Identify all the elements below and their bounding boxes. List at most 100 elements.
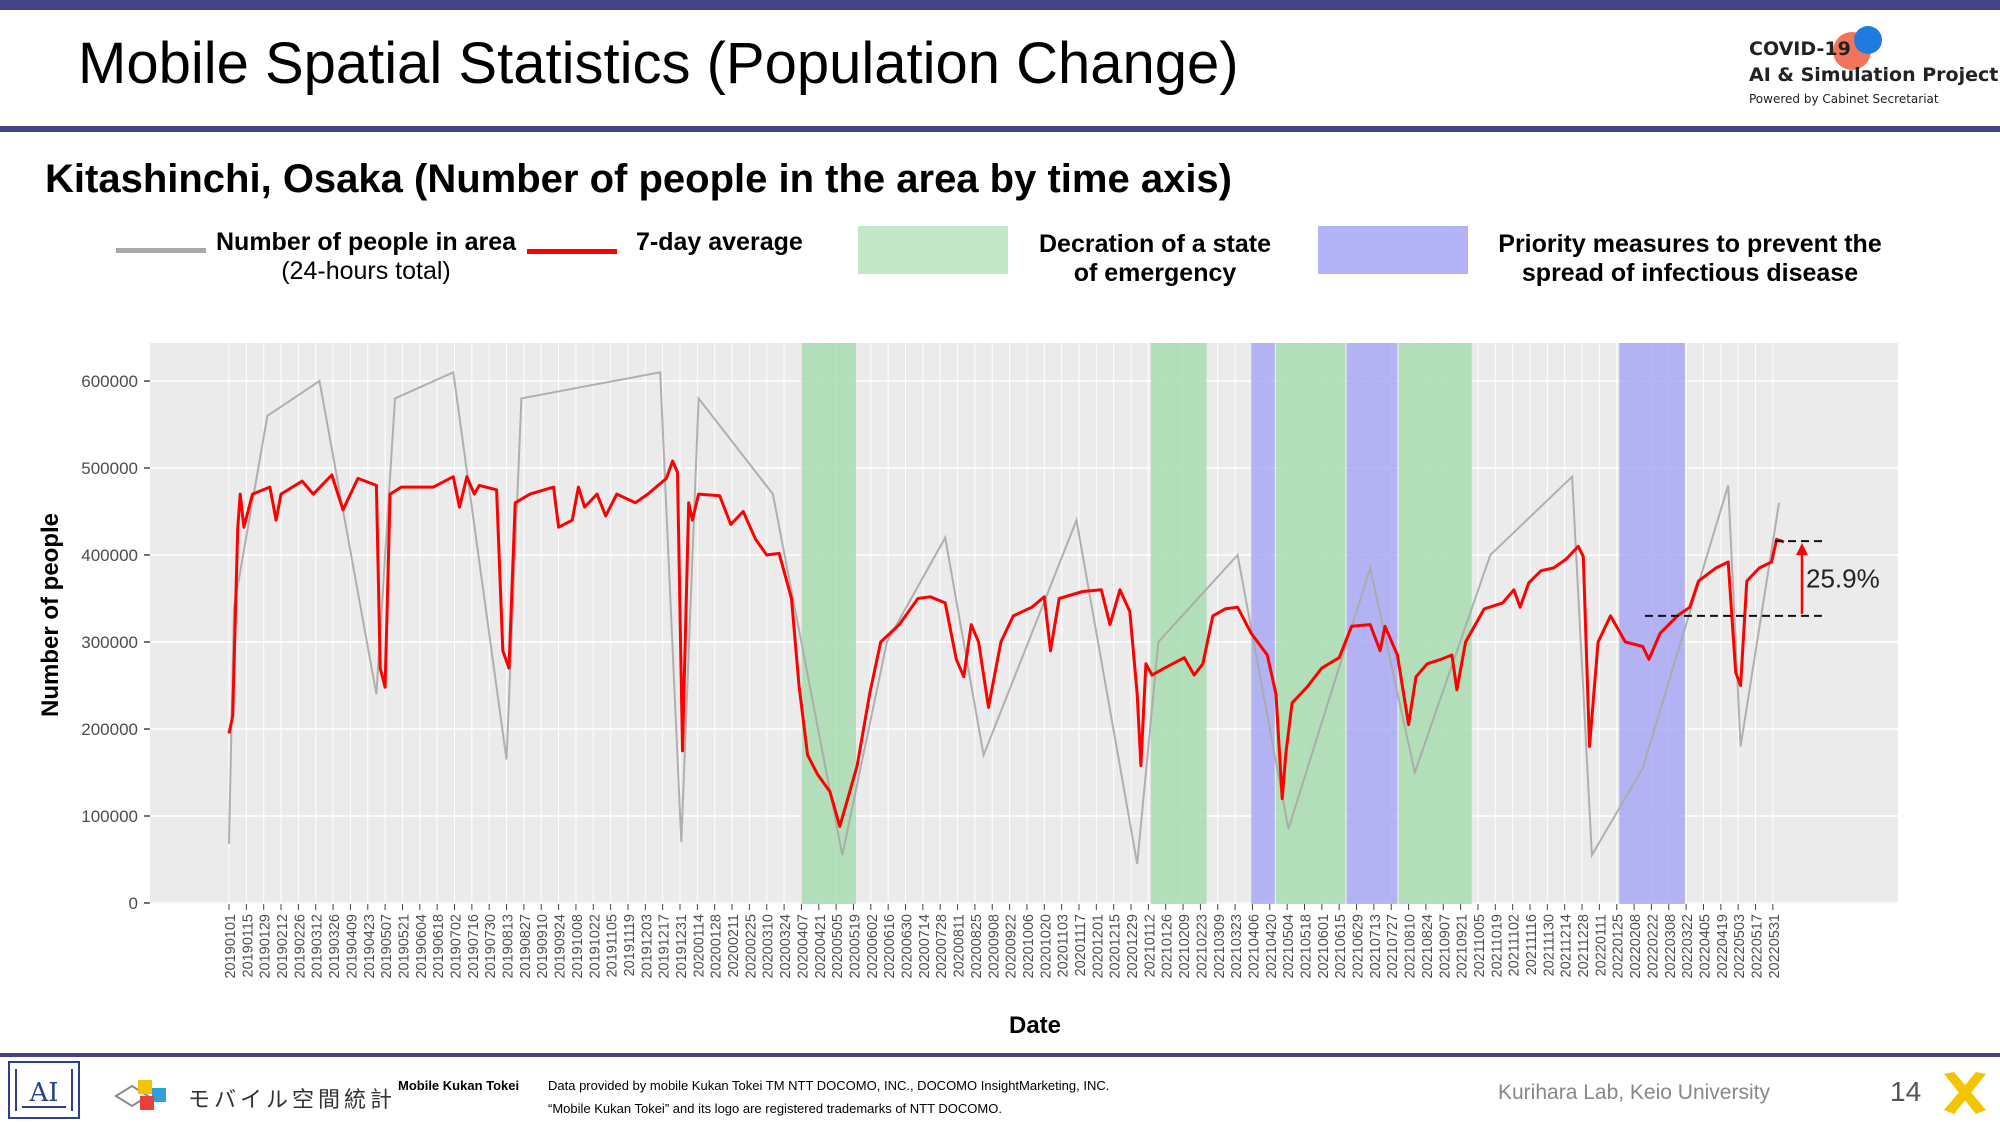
- x-tick-label: 20201201: [1090, 914, 1106, 979]
- legend-emergency-swatch: [858, 226, 1008, 274]
- x-tick-label: 20190212: [275, 914, 291, 979]
- x-tick-label: 20191105: [605, 914, 621, 977]
- legend-priority-line1: Priority measures to prevent the: [1498, 230, 1882, 258]
- legend-daily-subtitle: (24-hours total): [281, 257, 451, 285]
- x-tick-label: 20201229: [1125, 914, 1141, 979]
- annotation-label: 25.9%: [1806, 563, 1880, 593]
- x-tick-label: 20200505: [830, 914, 846, 979]
- legend-daily-title: Number of people in area: [216, 228, 517, 256]
- logo-text-line3: Powered by Cabinet Secretariat: [1749, 92, 1939, 106]
- x-tick-label: 20190604: [414, 914, 430, 979]
- x-tick-label: 20200407: [795, 914, 811, 979]
- emergency-period-band: [1275, 343, 1346, 904]
- x-tick-label: 20201006: [1021, 914, 1037, 979]
- x-tick-label: 20200825: [969, 914, 985, 979]
- x-tick-label: 20210824: [1420, 914, 1436, 979]
- x-tick-label: 20200811: [952, 914, 968, 977]
- x-tick-label: 20220517: [1750, 914, 1766, 979]
- y-tick-label: 400000: [81, 546, 138, 565]
- y-tick-label: 0: [129, 894, 138, 913]
- x-tick-label: 20200922: [1004, 914, 1020, 979]
- x-tick-label: 20191008: [570, 914, 586, 979]
- x-tick-label: 20210309: [1212, 914, 1228, 979]
- x-tick-label: 20191231: [674, 914, 690, 979]
- x-tick-label: 20210406: [1246, 914, 1262, 979]
- x-tick-label: 20200908: [986, 914, 1002, 979]
- x-tick-label: 20190827: [518, 914, 534, 979]
- footer-divider: [0, 1053, 2000, 1057]
- institution-logo-icon: AI: [8, 1061, 80, 1119]
- y-tick-label: 200000: [81, 720, 138, 739]
- x-tick-label: 20210420: [1264, 914, 1280, 979]
- x-tick-label: 20190730: [483, 914, 499, 979]
- x-tick-label: 20200310: [761, 914, 777, 979]
- legend-daily-swatch: [116, 248, 206, 253]
- x-tick-label: 20210223: [1194, 914, 1210, 979]
- population-chart: 0 100000 200000 300000 400000 500000 600000 201…: [37, 343, 1898, 1039]
- x-tick-label: 20211228: [1576, 914, 1592, 977]
- x-tick-label: 20220531: [1767, 914, 1783, 979]
- emergency-period-band: [801, 343, 856, 904]
- x-tick-label: 20210504: [1281, 914, 1297, 979]
- x-tick-label: 20201020: [1038, 914, 1054, 979]
- x-tick-label: 20220222: [1645, 914, 1661, 979]
- x-tick-label: 20191022: [587, 914, 603, 979]
- x-tick-label: 20190226: [292, 914, 308, 979]
- chart-subtitle: Kitashinchi, Osaka (Number of people in …: [45, 157, 1232, 201]
- x-tick-label: 20210601: [1316, 914, 1332, 979]
- y-axis-title: Number of people: [37, 513, 64, 717]
- page-number: 14: [1890, 1076, 1922, 1107]
- x-tick-label: 20190326: [327, 914, 343, 979]
- y-tick-label: 600000: [81, 372, 138, 391]
- x-tick-label: 20190716: [466, 914, 482, 979]
- x-tick-label: 20211130: [1541, 914, 1557, 976]
- x-tick-label: 20200114: [691, 914, 707, 977]
- x-tick-label: 20191203: [639, 914, 655, 979]
- priority-period-band: [1346, 343, 1398, 904]
- x-tick-label: 20220308: [1663, 914, 1679, 979]
- x-tick-label: 20200211: [726, 914, 742, 977]
- x-tick-label: 20190813: [501, 914, 517, 979]
- x-tick-label: 20200602: [865, 914, 881, 979]
- logo-text-line2: AI & Simulation Project: [1749, 64, 1999, 86]
- x-tick-label: 20200616: [882, 914, 898, 979]
- x-axis-title: Date: [1009, 1012, 1061, 1039]
- x-tick-label: 20200324: [778, 914, 794, 979]
- x-tick-label: 20200519: [847, 914, 863, 979]
- x-tick-label: 20190129: [258, 914, 274, 979]
- legend-emergency-line2: of emergency: [1073, 259, 1237, 287]
- x-tick-label: 20211214: [1559, 914, 1575, 977]
- x-tick-label: 20210112: [1142, 914, 1158, 977]
- footer-lab-credit: Kurihara Lab, Keio University: [1498, 1081, 1770, 1104]
- x-tick-label: 20190924: [553, 914, 569, 979]
- x-tick-label: 20210907: [1437, 914, 1453, 979]
- emergency-period-band: [1398, 343, 1472, 904]
- logo-blue-dot-icon: [1854, 26, 1882, 54]
- x-tick-label: 20220322: [1680, 914, 1696, 979]
- legend-avg-label: 7-day average: [636, 228, 803, 256]
- annotation-arrow-head: [1796, 543, 1808, 556]
- svg-text:AI: AI: [28, 1078, 58, 1108]
- title-divider: [0, 126, 2000, 132]
- x-tick-label: 20190507: [379, 914, 395, 979]
- x-tick-label: 20220405: [1697, 914, 1713, 979]
- x-tick-label: 20210713: [1368, 914, 1384, 979]
- x-tick-label: 20220503: [1732, 914, 1748, 979]
- x-tick-label: 20210209: [1177, 914, 1193, 979]
- footer-credit-line1: Data provided by mobile Kukan Tokei TM N…: [548, 1078, 1110, 1093]
- seven-day-average-line: [227, 459, 1785, 828]
- x-tick-label: 20210921: [1455, 914, 1471, 979]
- legend-priority-line2: spread of infectious disease: [1521, 259, 1859, 287]
- daily-series-line: [228, 370, 1780, 865]
- y-tick-label: 500000: [81, 459, 138, 478]
- y-tick-label: 100000: [81, 807, 138, 826]
- x-tick-label: 20211102: [1507, 914, 1523, 976]
- x-tick-label: 20210323: [1229, 914, 1245, 979]
- y-tick-label: 300000: [81, 633, 138, 652]
- logo-text-line1: COVID-19: [1749, 38, 1851, 60]
- legend-emergency-label: Decration of a state of emergency: [1020, 230, 1290, 288]
- x-tick-label: 20190702: [449, 914, 465, 979]
- covid-project-logo: COVID-19 AI & Simulation Project Powered…: [1745, 24, 1998, 114]
- legend-avg-swatch: [527, 249, 617, 254]
- x-tick-label: 20200728: [934, 914, 950, 979]
